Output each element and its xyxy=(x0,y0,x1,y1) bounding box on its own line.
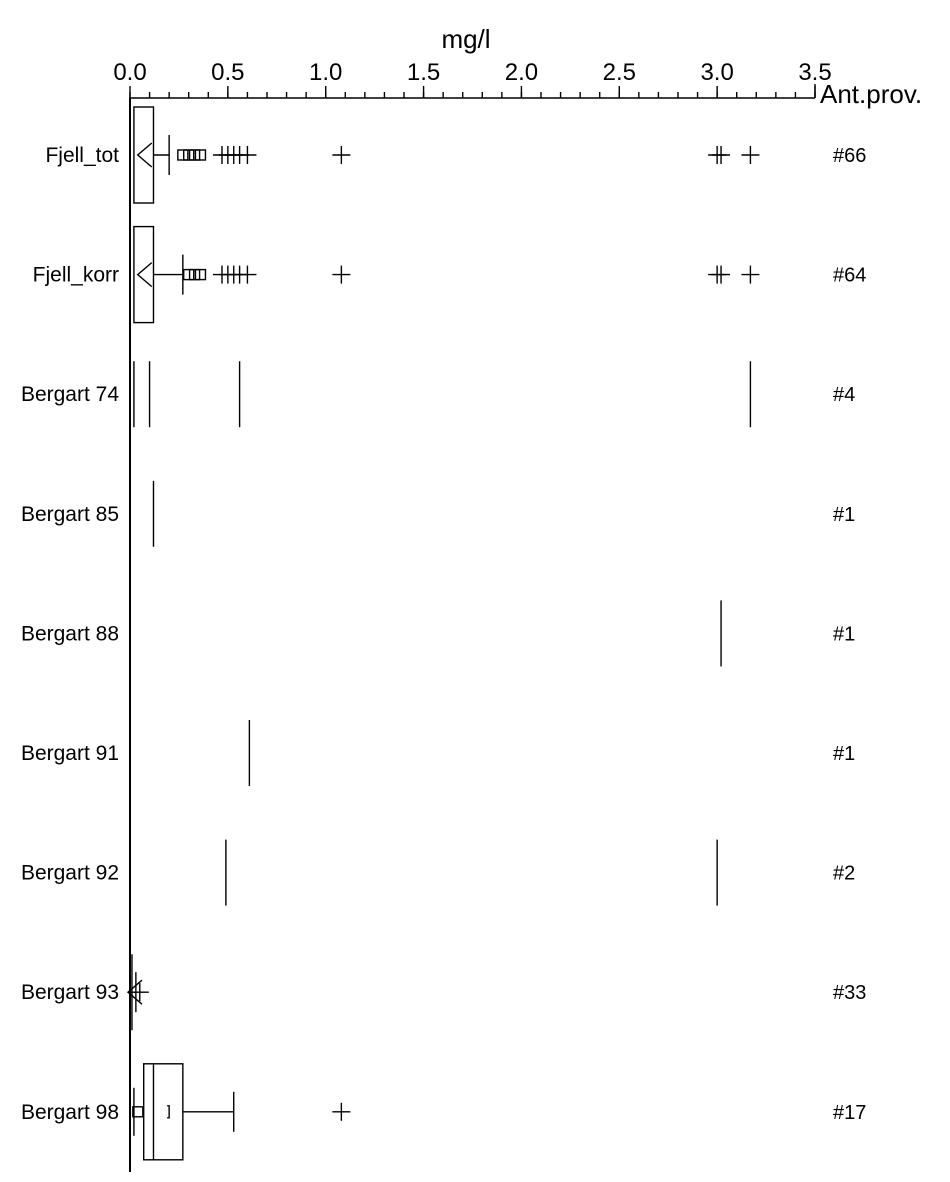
x-axis-unit-label: mg/l xyxy=(441,24,490,54)
mild-outlier xyxy=(183,149,195,161)
sample-count-label: #4 xyxy=(833,384,855,406)
category-label: Bergart 91 xyxy=(21,742,119,765)
x-tick-label: 3.0 xyxy=(700,59,733,86)
median-marker xyxy=(136,262,153,288)
plot-area: Fjell_tot #66 Fjell_korr #64 Bergart 74 #4 Ber… xyxy=(21,106,866,1161)
category-label: Bergart 93 xyxy=(21,981,119,1004)
mild-outlier xyxy=(183,268,195,281)
sample-count-label: #33 xyxy=(833,982,866,1004)
extreme-outlier xyxy=(332,1102,351,1121)
extreme-outlier xyxy=(130,983,149,1002)
mild-outlier xyxy=(194,268,207,281)
category-label: Bergart 92 xyxy=(21,862,119,885)
sample-count-label: #1 xyxy=(833,623,855,645)
sample-count-label: #1 xyxy=(833,743,855,765)
extreme-outlier xyxy=(712,265,731,284)
extreme-outlier xyxy=(741,265,760,284)
category-label: Bergart 88 xyxy=(21,622,119,645)
sample-count-label: #64 xyxy=(833,265,866,287)
extreme-outlier xyxy=(238,146,257,164)
category-label: Bergart 98 xyxy=(21,1101,119,1124)
extreme-outlier xyxy=(712,146,731,164)
x-tick-label: 0.0 xyxy=(113,59,146,86)
axes: 0.0 0.5 1.0 1.5 2.0 2.5 3.0 3.5 xyxy=(113,59,832,1172)
mild-outlier xyxy=(188,268,201,281)
median-marker xyxy=(136,142,153,168)
category-label: Bergart 85 xyxy=(21,503,119,526)
extreme-outlier xyxy=(741,146,760,164)
x-tick-label: 3.5 xyxy=(798,59,831,86)
x-tick-label: 2.5 xyxy=(603,59,636,86)
extreme-outlier xyxy=(332,265,351,284)
x-tick-label: 2.0 xyxy=(505,59,538,86)
category-label: Fjell_tot xyxy=(45,144,119,167)
x-tick-label: 0.5 xyxy=(211,59,244,86)
extreme-outlier xyxy=(332,146,351,164)
sample-count-label: #66 xyxy=(833,145,866,167)
sample-count-label: #1 xyxy=(833,504,855,526)
mild-outlier xyxy=(132,1106,144,1118)
mild-outlier xyxy=(188,149,201,161)
x-tick-label: 1.0 xyxy=(309,59,342,86)
category-label: Bergart 74 xyxy=(21,383,119,406)
mild-outlier xyxy=(194,149,207,161)
sample-count-label: #2 xyxy=(833,863,855,885)
mild-outlier xyxy=(177,149,189,161)
median-marker xyxy=(126,979,143,1005)
box xyxy=(142,1063,184,1161)
mean-marker xyxy=(167,1105,170,1119)
count-column-header: Ant.prov. xyxy=(820,79,922,109)
category-label: Fjell_korr xyxy=(33,264,119,287)
x-tick-label: 1.5 xyxy=(407,59,440,86)
sample-count-label: #17 xyxy=(833,1102,866,1124)
extreme-outlier xyxy=(238,265,257,284)
